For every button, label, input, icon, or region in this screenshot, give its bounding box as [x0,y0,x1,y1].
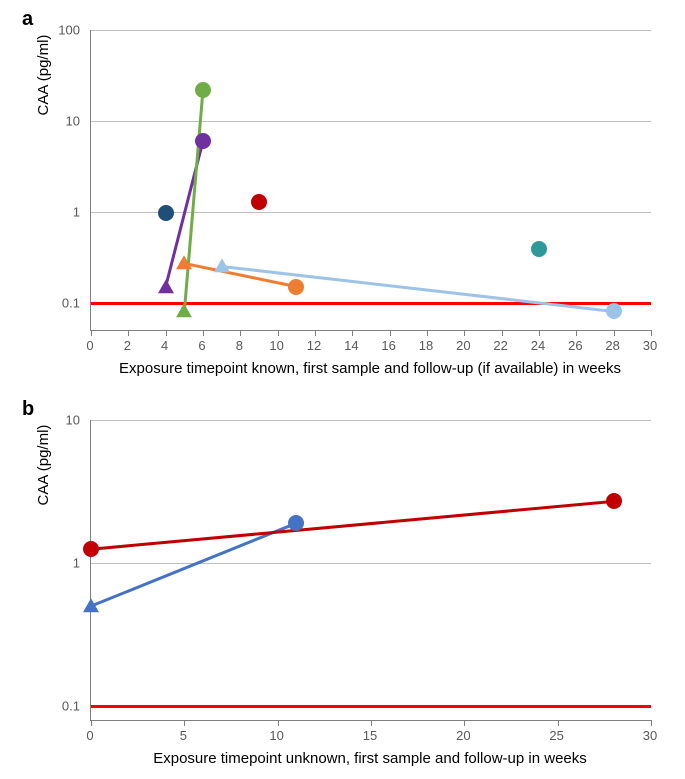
xtick-label: 15 [363,728,377,743]
xtick-label: 18 [419,338,433,353]
series-line [184,90,203,312]
marker-circle [195,133,211,149]
xtick [371,720,372,726]
marker-circle [288,279,304,295]
xtick [352,330,353,336]
series-line [91,523,296,606]
xtick-label: 14 [344,338,358,353]
marker-circle [83,541,99,557]
xtick [576,330,577,336]
xtick [651,330,652,336]
marker-circle [531,241,547,257]
xtick [240,330,241,336]
plot-area-b [90,420,651,721]
xtick-label: 24 [531,338,545,353]
xtick-label: 6 [198,338,205,353]
marker-circle [158,205,174,221]
xtick-label: 30 [643,728,657,743]
xtick [278,720,279,726]
xtick [390,330,391,336]
series-line [222,266,614,311]
reference-line [91,302,651,305]
ytick-label: 0.1 [40,295,80,310]
gridline [91,30,651,31]
xtick [651,720,652,726]
xtick [91,720,92,726]
gridline [91,121,651,122]
marker-circle [251,194,267,210]
marker-triangle [158,279,174,293]
marker-triangle [83,598,99,612]
xtick-label: 0 [86,728,93,743]
xtick-label: 20 [456,728,470,743]
xtick [166,330,167,336]
xtick-label: 30 [643,338,657,353]
xtick-label: 10 [269,728,283,743]
xtick [203,330,204,336]
xtick-label: 26 [568,338,582,353]
xtick [464,720,465,726]
xtick [128,330,129,336]
xtick-label: 2 [124,338,131,353]
x-axis-label: Exposure timepoint unknown, first sample… [90,750,650,767]
xtick-label: 20 [456,338,470,353]
reference-line [91,705,651,708]
xtick [91,330,92,336]
series-lines [91,420,651,720]
ytick-label: 0.1 [40,699,80,714]
x-axis-label: Exposure timepoint known, first sample a… [90,360,650,377]
series-line [184,263,296,286]
xtick-label: 22 [493,338,507,353]
marker-circle [606,303,622,319]
xtick-label: 10 [269,338,283,353]
xtick [315,330,316,336]
xtick-label: 16 [381,338,395,353]
gridline [91,563,651,564]
xtick [558,720,559,726]
xtick [464,330,465,336]
xtick [427,330,428,336]
xtick-label: 4 [161,338,168,353]
marker-triangle [176,304,192,318]
xtick [502,330,503,336]
marker-circle [195,82,211,98]
xtick-label: 0 [86,338,93,353]
marker-circle [606,493,622,509]
xtick-label: 12 [307,338,321,353]
series-line [91,501,614,549]
xtick-label: 28 [605,338,619,353]
gridline [91,212,651,213]
xtick [614,330,615,336]
xtick [278,330,279,336]
gridline [91,420,651,421]
y-axis-label: CAA (pg/ml) [35,0,52,225]
xtick [184,720,185,726]
marker-triangle [176,256,192,270]
xtick-label: 8 [236,338,243,353]
xtick [539,330,540,336]
panel-label-a: a [22,8,33,31]
marker-triangle [214,259,230,273]
y-axis-label: CAA (pg/ml) [35,315,52,615]
marker-circle [288,515,304,531]
plot-area-a [90,30,651,331]
series-lines [91,30,651,330]
panel-label-b: b [22,398,34,421]
xtick-label: 5 [180,728,187,743]
xtick-label: 25 [549,728,563,743]
figure: a0.1110100024681012141618202224262830Exp… [0,0,685,779]
